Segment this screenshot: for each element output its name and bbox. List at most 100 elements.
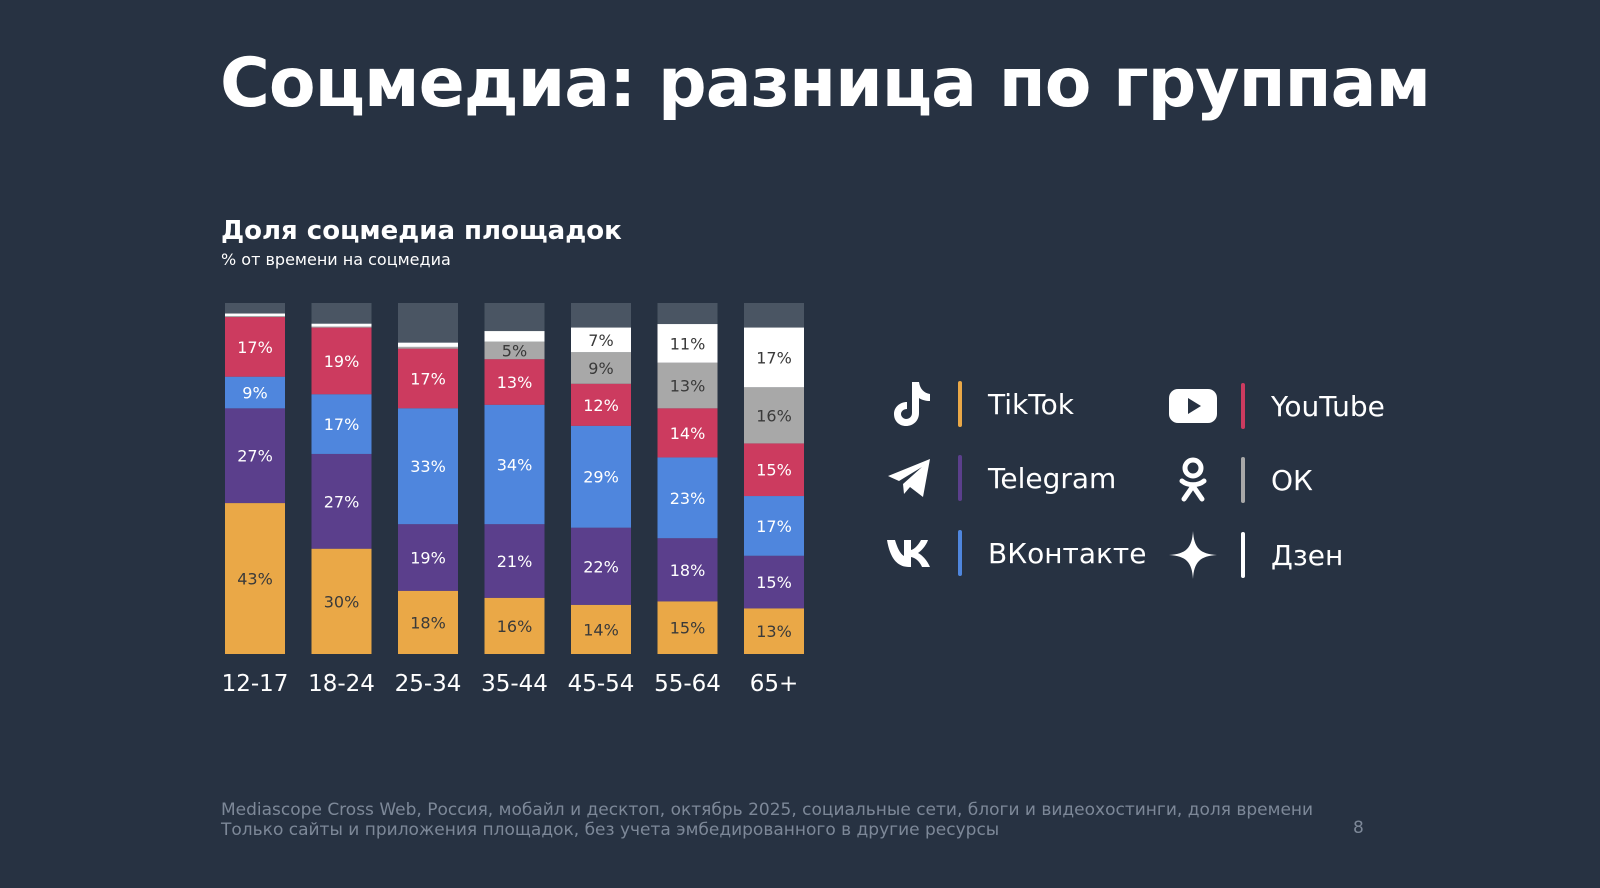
bar-segment (571, 352, 631, 384)
bar-segment (311, 453, 372, 549)
data-label: 17% (237, 338, 273, 357)
data-label: 33% (410, 457, 446, 476)
bar-segment (657, 324, 718, 363)
category-label: 55-64 (654, 671, 721, 697)
data-label: 15% (756, 573, 792, 592)
bar-segment (571, 604, 631, 654)
data-label: 21% (497, 552, 533, 571)
bar-segment (657, 538, 718, 602)
legend-item-ok: ОК (1167, 455, 1313, 505)
bar-segment (744, 496, 804, 556)
vk-icon (884, 528, 936, 578)
bar-segment (311, 326, 372, 328)
data-label: 14% (583, 620, 619, 639)
legend-label: ВКонтакте (988, 536, 1147, 570)
ok-icon (1167, 455, 1219, 505)
bar-segment (311, 327, 372, 395)
data-label: 18% (670, 561, 706, 580)
bar-segment (484, 404, 545, 525)
data-label: 27% (237, 447, 273, 466)
category-label: 18-24 (308, 671, 375, 697)
legend-label: TikTok (988, 387, 1074, 421)
data-label: 17% (756, 517, 792, 536)
legend-swatch (1241, 457, 1245, 503)
bar-segment (225, 503, 285, 654)
bar-segment (571, 327, 631, 353)
bar-segment (398, 342, 458, 347)
bar-segment (744, 608, 804, 654)
bar-segment (225, 376, 285, 409)
legend-swatch (1241, 383, 1245, 429)
bar-segment (311, 323, 372, 327)
category-label: 25-34 (395, 671, 462, 697)
data-label: 27% (324, 492, 360, 511)
legend-label: ОК (1271, 463, 1313, 497)
data-label: 29% (583, 468, 619, 487)
data-label: 19% (410, 548, 446, 567)
chart-title: Доля соцмедиа площадок (221, 216, 622, 246)
legend-swatch (958, 530, 962, 576)
legend-item-tiktok: TikTok (884, 379, 1074, 429)
bar-segment (311, 394, 372, 454)
bar-segment (657, 457, 718, 539)
footnote-line: Только сайты и приложения площадок, без … (221, 820, 1000, 840)
legend-item-vk: ВКонтакте (884, 528, 1146, 578)
bar-segment (484, 524, 545, 598)
legend-item-youtube: YouTube (1167, 381, 1385, 431)
legend-swatch (958, 455, 962, 501)
footnote-line: Mediascope Cross Web, Россия, мобайл и д… (221, 800, 1314, 820)
bar-segment (657, 362, 718, 409)
slide-title: Соцмедиа: разница по группам (220, 44, 1431, 123)
bar-segment (398, 408, 458, 525)
bar-segment (225, 313, 285, 316)
telegram-icon (884, 453, 936, 503)
bar-segment (484, 597, 545, 654)
data-label: 16% (756, 406, 792, 425)
data-label: 9% (242, 384, 267, 403)
category-label: 12-17 (222, 671, 289, 697)
data-label: 17% (756, 348, 792, 367)
bar-segment (398, 524, 458, 591)
data-label: 34% (497, 455, 533, 474)
page-number: 8 (1353, 818, 1364, 838)
bar-segment (571, 425, 631, 528)
data-label: 17% (410, 369, 446, 388)
legend-item-dzen: Дзен (1167, 530, 1343, 580)
data-label: 5% (502, 341, 527, 360)
data-label: 22% (583, 557, 619, 576)
legend-swatch (958, 381, 962, 427)
bar-segment (744, 387, 804, 444)
data-label: 13% (670, 376, 706, 395)
bar-segment (484, 331, 545, 342)
data-label: 43% (237, 570, 273, 589)
legend-swatch (1241, 532, 1245, 578)
bar-segment (398, 348, 458, 409)
bar-segment (398, 590, 458, 654)
bar-segment (657, 408, 718, 458)
legend-item-telegram: Telegram (884, 453, 1116, 503)
data-label: 9% (588, 359, 613, 378)
legend-label: Дзен (1271, 538, 1344, 572)
dzen-icon (1167, 530, 1219, 580)
data-label: 11% (670, 334, 706, 353)
bar-segment (225, 317, 285, 377)
bar-segment (657, 601, 718, 654)
bar-segment (311, 548, 372, 654)
data-label: 19% (324, 352, 360, 371)
category-label: 45-54 (568, 671, 635, 697)
youtube-icon (1167, 381, 1219, 431)
bar-segment (744, 443, 804, 497)
data-label: 7% (588, 331, 613, 350)
chart-subtitle: % от времени на соцмедиа (221, 250, 451, 269)
data-label: 17% (324, 415, 360, 434)
bar-segment (571, 383, 631, 426)
category-label: 35-44 (481, 671, 548, 697)
legend-label: YouTube (1271, 389, 1385, 423)
data-label: 12% (583, 396, 619, 415)
data-label: 13% (756, 622, 792, 641)
bar-segment (484, 341, 545, 360)
legend-label: Telegram (988, 461, 1117, 495)
bar-segment (225, 315, 285, 318)
bar-segment (398, 346, 458, 349)
